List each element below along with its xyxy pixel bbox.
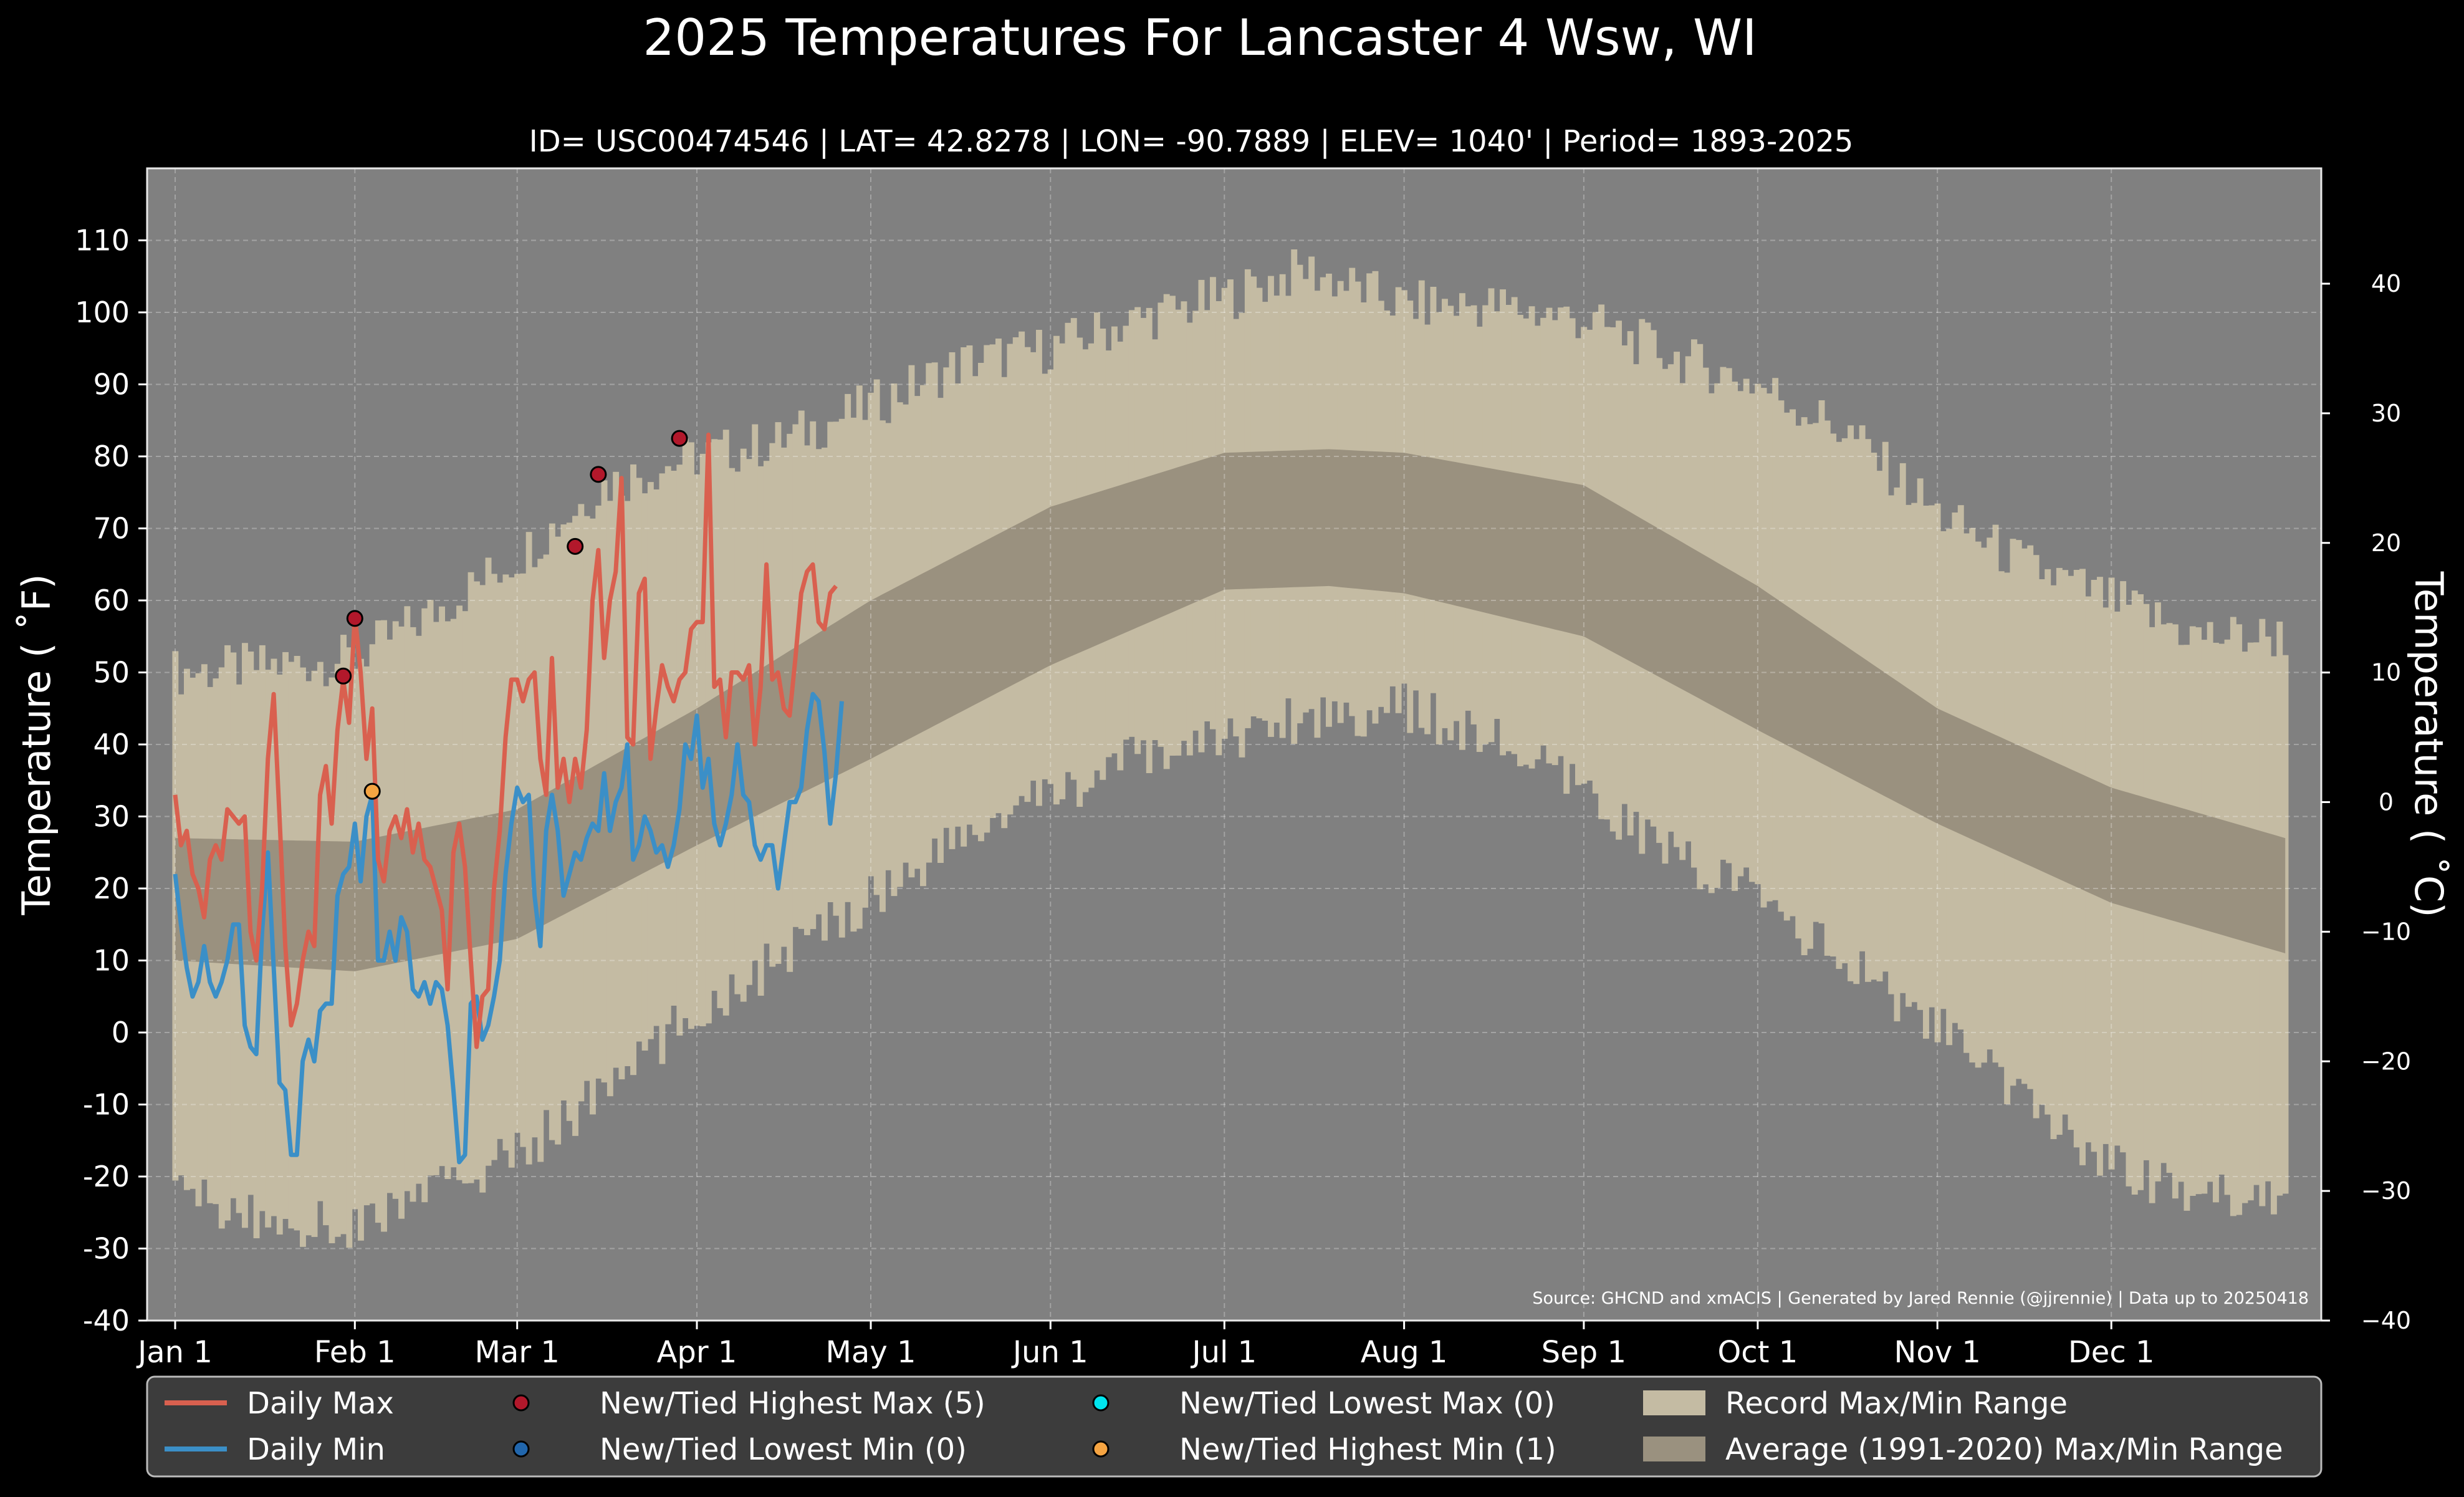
legend-label: New/Tied Highest Min (1)	[1179, 1432, 1556, 1467]
x-tick-label: Jun 1	[1011, 1335, 1088, 1370]
x-tick-label: Mar 1	[475, 1335, 560, 1370]
x-tick-label: Oct 1	[1718, 1335, 1798, 1370]
y-tick-label: 110	[75, 224, 130, 258]
y-tick-label: 40	[93, 728, 130, 761]
y-right-tick-label: 10	[2371, 659, 2401, 686]
daily-min-line	[173, 691, 844, 1165]
record-range-bar	[2282, 655, 2289, 1194]
plot-area: Source: GHCND and xmACIS | Generated by …	[146, 167, 2323, 1322]
legend-dot-swatch	[1092, 1394, 1110, 1412]
legend-label: Record Max/Min Range	[1725, 1386, 2068, 1421]
y-axis-right: −40 −30 −20 −10 0 10 20 30 40	[2321, 270, 2411, 1334]
x-tick-label: May 1	[825, 1335, 916, 1370]
grid-lines	[147, 168, 2321, 1321]
record-point-marker	[335, 667, 352, 685]
y-tick-label: -30	[83, 1232, 130, 1266]
record-range-bar	[2184, 645, 2190, 1211]
legend-patch-swatch	[1643, 1390, 1705, 1415]
x-tick-label: Nov 1	[1894, 1335, 1980, 1370]
y-right-tick-label: 0	[2379, 789, 2394, 816]
y-tick-label: 60	[93, 584, 130, 617]
y-tick-label: -40	[83, 1304, 130, 1337]
record-point-marker	[671, 430, 688, 447]
legend-label: New/Tied Lowest Min (0)	[600, 1432, 967, 1467]
record-range-bar	[2149, 627, 2155, 1203]
y-axis-label-left: Temperature ( ˚F)	[14, 574, 59, 915]
y-right-tick-label: 20	[2371, 529, 2401, 557]
legend-dot-swatch	[1092, 1440, 1110, 1458]
record-point-marker	[590, 466, 607, 483]
legend-label: New/Tied Highest Max (5)	[600, 1386, 985, 1421]
chart-subtitle: ID= USC00474546 | LAT= 42.8278 | LON= -9…	[529, 124, 1854, 159]
chart-title: 2025 Temperatures For Lancaster 4 Wsw, W…	[643, 9, 1757, 67]
legend-label: Average (1991-2020) Max/Min Range	[1725, 1432, 2283, 1467]
legend-patch-swatch	[1643, 1437, 1705, 1461]
y-tick-label: 10	[93, 944, 130, 978]
y-tick-label: 90	[93, 368, 130, 402]
legend: Daily Max Daily Min New/Tied Highest Max (…	[146, 1375, 2323, 1478]
x-tick-label: Aug 1	[1361, 1335, 1448, 1370]
record-point-marker	[363, 782, 381, 800]
legend-label: Daily Max	[247, 1386, 394, 1421]
legend-dot-swatch	[512, 1440, 530, 1458]
y-tick-label: 70	[93, 512, 130, 546]
legend-label: New/Tied Lowest Max (0)	[1179, 1386, 1555, 1421]
y-right-tick-label: −40	[2361, 1307, 2411, 1334]
daily-max-line	[173, 432, 838, 1049]
y-right-tick-label: 40	[2371, 270, 2401, 297]
x-tick-label: Jul 1	[1190, 1335, 1257, 1370]
legend-frame	[146, 1375, 2323, 1478]
normal-band	[175, 449, 2286, 971]
x-tick-label: Jan 1	[136, 1335, 213, 1370]
y-axis-label-right: Temperature ( ˚C)	[2406, 571, 2452, 918]
record-points	[335, 430, 688, 800]
y-tick-label: -20	[83, 1160, 130, 1193]
x-tick-label: Dec 1	[2068, 1335, 2155, 1370]
source-note: Source: GHCND and xmACIS | Generated by …	[1532, 1289, 2309, 1308]
x-tick-label: Apr 1	[657, 1335, 737, 1370]
y-right-tick-label: −30	[2361, 1177, 2411, 1205]
y-right-tick-label: 30	[2371, 400, 2401, 427]
y-tick-label: 30	[93, 800, 130, 834]
legend-dot-swatch	[512, 1394, 530, 1412]
x-tick-label: Feb 1	[314, 1335, 396, 1370]
x-axis: Jan 1 Feb 1 Mar 1 Apr 1 May 1 Jun 1 Jul 1 Aug 1…	[136, 1321, 2155, 1370]
y-tick-label: 100	[75, 296, 130, 329]
y-tick-label: 20	[93, 872, 130, 905]
y-tick-label: -10	[83, 1088, 130, 1122]
record-point-marker	[346, 610, 363, 627]
y-tick-label: 80	[93, 440, 130, 473]
y-tick-label: 0	[112, 1016, 130, 1049]
x-tick-label: Sep 1	[1541, 1335, 1626, 1370]
y-tick-label: 50	[93, 656, 130, 690]
record-point-marker	[567, 537, 584, 555]
legend-label: Daily Min	[247, 1432, 385, 1467]
y-right-tick-label: −20	[2361, 1047, 2411, 1075]
y-axis-left: -40 -30 -20 -10 0 10 20 30 40 50 60 70 80 90 100 110	[75, 224, 147, 1337]
y-right-tick-label: −10	[2361, 918, 2411, 945]
